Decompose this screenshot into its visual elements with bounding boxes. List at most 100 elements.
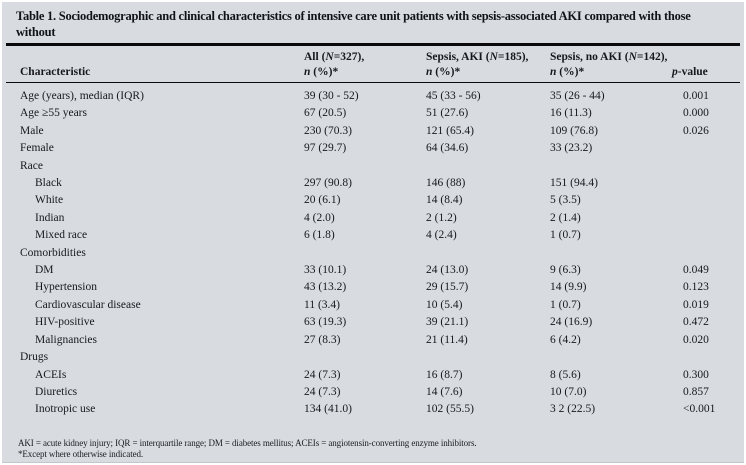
footnote-asterisk: *Except where otherwise indicated. bbox=[18, 448, 144, 459]
row-label: Malignancies bbox=[35, 333, 97, 346]
cell-sepsis-aki: 24 (13.0) bbox=[426, 264, 469, 277]
cell-p-value bbox=[672, 245, 740, 262]
cell-p-value bbox=[672, 349, 740, 366]
cell-all: 24 (7.3) bbox=[304, 385, 341, 398]
col-characteristic-header: Characteristic bbox=[6, 64, 304, 83]
cell-sepsis-no-aki: 33 (23.2) bbox=[550, 142, 593, 155]
cell-sepsis-aki: 121 (65.4) bbox=[426, 124, 474, 137]
col-sepsis-aki-header-line1: Sepsis, AKI (N=185), bbox=[426, 43, 550, 65]
cell-p-value bbox=[672, 140, 740, 157]
cell-sepsis-aki bbox=[426, 245, 550, 262]
cell-all bbox=[304, 158, 426, 175]
cell-p-value bbox=[672, 158, 740, 175]
row-label: Age ≥55 years bbox=[20, 107, 87, 120]
table-row: HIV-positive 63 (19.3) 39 (21.1) 24 (16.9) 0… bbox=[6, 314, 740, 331]
table-row: Female 97 (29.7) 64 (34.6) 33 (23.2) bbox=[6, 140, 740, 157]
cell-sepsis-aki: 51 (27.6) bbox=[426, 107, 469, 120]
cell-sepsis-no-aki: 16 (11.3) bbox=[550, 107, 592, 120]
row-label: Black bbox=[35, 177, 62, 190]
cell-sepsis-no-aki bbox=[550, 158, 672, 175]
cell-sepsis-aki bbox=[426, 158, 550, 175]
cell-p-value: 0.026 bbox=[683, 124, 709, 137]
cell-sepsis-aki: 64 (34.6) bbox=[426, 142, 469, 155]
row-label: Age (years), median (IQR) bbox=[20, 90, 144, 102]
table-row: Mixed race 6 (1.8) 4 (2.4) 1 (0.7) bbox=[6, 227, 740, 244]
row-label: ACEIs bbox=[35, 368, 67, 381]
cell-sepsis-aki: 14 (7.6) bbox=[426, 385, 463, 398]
cell-sepsis-no-aki: 8 (5.6) bbox=[550, 368, 581, 381]
col-sepsis-no-aki-header-line2: n (%)* bbox=[550, 64, 672, 83]
cell-sepsis-no-aki: 35 (26 - 44) bbox=[550, 90, 605, 102]
table-row: Age ≥55 years 67 (20.5) 51 (27.6) 16 (11.3)… bbox=[6, 105, 740, 122]
cell-sepsis-no-aki: 1 (0.7) bbox=[550, 229, 581, 242]
col-p-value-spacer bbox=[672, 43, 740, 65]
row-label: Indian bbox=[35, 211, 65, 224]
col-sepsis-no-aki-header-line1: Sepsis, no AKI (N=142), bbox=[550, 43, 672, 65]
col-all-header-line1: All (N=327), bbox=[304, 43, 426, 65]
row-label: White bbox=[35, 194, 64, 207]
cell-p-value: 0.019 bbox=[683, 298, 709, 311]
section-row: Drugs bbox=[6, 349, 740, 366]
table-row: Inotropic use 134 (41.0) 102 (55.5) 3 2 (22… bbox=[6, 401, 740, 418]
col-characteristic-spacer bbox=[6, 43, 304, 65]
cell-all: 6 (1.8) bbox=[304, 229, 335, 242]
cell-sepsis-aki: 29 (15.7) bbox=[426, 281, 469, 294]
row-label: Race bbox=[20, 159, 43, 172]
section-row: Comorbidities bbox=[6, 245, 740, 262]
table-row: Indian 4 (2.0) 2 (1.2) 2 (1.4) bbox=[6, 210, 740, 227]
cell-sepsis-no-aki: 10 (7.0) bbox=[550, 385, 587, 398]
row-label: Cardiovascular disease bbox=[35, 298, 141, 311]
table-row: White 20 (6.1) 14 (8.4) 5 (3.5) bbox=[6, 192, 740, 209]
cell-sepsis-aki: 39 (21.1) bbox=[426, 316, 469, 329]
row-label: Mixed race bbox=[35, 229, 88, 242]
cell-p-value: 0.123 bbox=[683, 281, 709, 294]
table-row: Diuretics 24 (7.3) 14 (7.6) 10 (7.0) 0.857 bbox=[6, 384, 740, 401]
table-row: Male 230 (70.3) 121 (65.4) 109 (76.8) 0.026 bbox=[6, 123, 740, 140]
cell-p-value: 0.001 bbox=[683, 90, 709, 102]
cell-sepsis-no-aki: 2 (1.4) bbox=[550, 211, 581, 224]
row-label: Female bbox=[20, 142, 54, 155]
row-label: Inotropic use bbox=[35, 403, 96, 416]
row-label: Male bbox=[20, 124, 44, 137]
cell-sepsis-no-aki: 3 2 (22.5) bbox=[550, 403, 596, 416]
cell-sepsis-no-aki bbox=[550, 349, 672, 366]
cell-all: 230 (70.3) bbox=[304, 124, 352, 137]
cell-p-value: 0.857 bbox=[683, 385, 709, 398]
cell-sepsis-aki: 2 (1.2) bbox=[426, 211, 457, 224]
header-row-1: All (N=327), Sepsis, AKI (N=185), Sepsis… bbox=[6, 43, 740, 65]
cell-p-value bbox=[672, 175, 740, 192]
cell-all: 24 (7.3) bbox=[304, 368, 341, 381]
table-row: Cardiovascular disease 11 (3.4) 10 (5.4) 1 … bbox=[6, 297, 740, 314]
cell-sepsis-aki: 45 (33 - 56) bbox=[426, 90, 481, 102]
header-row-2: Characteristic n (%)* n (%)* n (%)* p-va… bbox=[6, 64, 740, 83]
table-row: DM 33 (10.1) 24 (13.0) 9 (6.3) 0.049 bbox=[6, 262, 740, 279]
characteristics-table: All (N=327), Sepsis, AKI (N=185), Sepsis… bbox=[6, 43, 740, 419]
table-row: Black 297 (90.8) 146 (88) 151 (94.4) bbox=[6, 175, 740, 192]
col-sepsis-aki-header-line2: n (%)* bbox=[426, 64, 550, 83]
cell-sepsis-aki: 102 (55.5) bbox=[426, 403, 474, 416]
cell-all: 33 (10.1) bbox=[304, 264, 347, 277]
table-row: Hypertension 43 (13.2) 29 (15.7) 14 (9.9) 0.… bbox=[6, 279, 740, 296]
cell-all: 39 (30 - 52) bbox=[304, 90, 359, 102]
table-body: Age (years), median (IQR) 39 (30 - 52) 45 … bbox=[6, 83, 740, 419]
cell-p-value: 0.020 bbox=[683, 333, 709, 346]
cell-p-value: <0.001 bbox=[683, 403, 716, 416]
cell-p-value: 0.049 bbox=[683, 264, 709, 277]
table-row: Malignancies 27 (8.3) 21 (11.4) 6 (4.2) 0.02… bbox=[6, 332, 740, 349]
cell-sepsis-no-aki: 5 (3.5) bbox=[550, 194, 581, 207]
cell-sepsis-no-aki: 151 (94.4) bbox=[550, 177, 598, 190]
row-label: DM bbox=[35, 264, 54, 277]
row-label: Comorbidities bbox=[20, 246, 86, 259]
cell-all: 63 (19.3) bbox=[304, 316, 347, 329]
cell-p-value bbox=[672, 210, 740, 227]
table-footnotes: AKI = acute kidney injury; IQR = interqu… bbox=[18, 438, 730, 460]
cell-sepsis-aki: 146 (88) bbox=[426, 177, 466, 190]
cell-sepsis-no-aki: 9 (6.3) bbox=[550, 264, 581, 277]
cell-all: 97 (29.7) bbox=[304, 142, 347, 155]
cell-sepsis-no-aki: 14 (9.9) bbox=[550, 281, 587, 294]
cell-sepsis-aki: 16 (8.7) bbox=[426, 368, 463, 381]
cell-p-value: 0.472 bbox=[683, 316, 709, 329]
col-p-value-header: p-value bbox=[672, 64, 740, 83]
cell-p-value bbox=[672, 192, 740, 209]
